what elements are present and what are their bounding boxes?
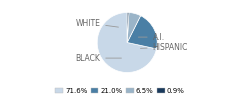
Wedge shape bbox=[97, 12, 156, 72]
Text: A.I.: A.I. bbox=[138, 33, 165, 42]
Wedge shape bbox=[127, 12, 129, 42]
Text: BLACK: BLACK bbox=[75, 54, 121, 63]
Text: HISPANIC: HISPANIC bbox=[140, 42, 188, 52]
Wedge shape bbox=[127, 12, 141, 42]
Text: WHITE: WHITE bbox=[75, 18, 119, 28]
Legend: 71.6%, 21.0%, 6.5%, 0.9%: 71.6%, 21.0%, 6.5%, 0.9% bbox=[53, 85, 187, 96]
Wedge shape bbox=[127, 16, 157, 49]
